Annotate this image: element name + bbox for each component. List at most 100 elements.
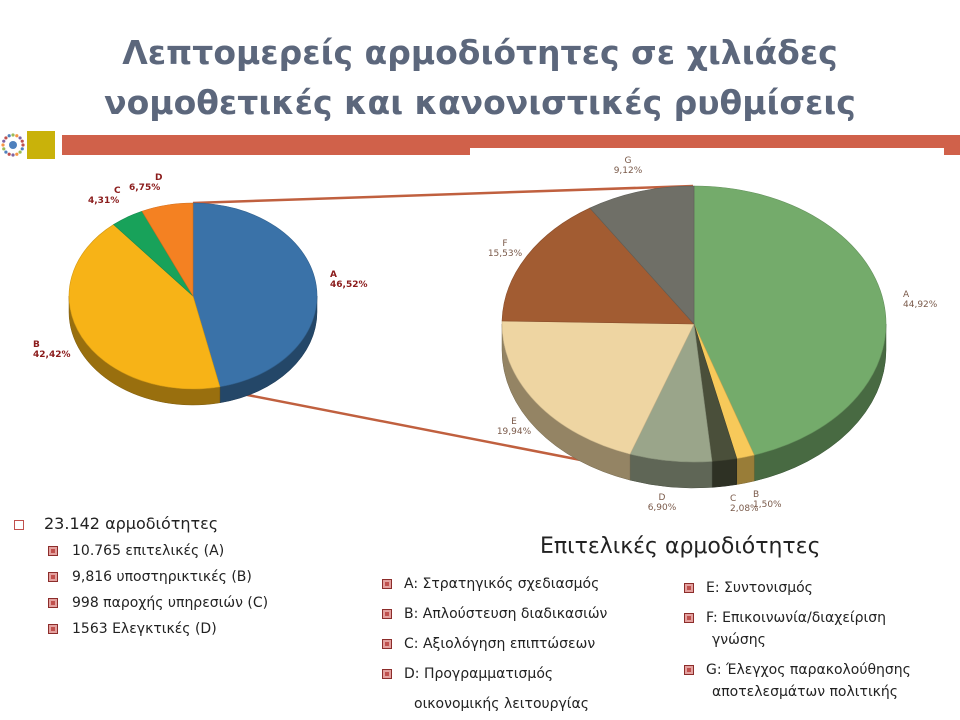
slice-value-G: 9,12% [614, 166, 643, 176]
sunburst-dot [7, 134, 11, 138]
legend-text-cont: οικονομικής λειτουργίας [414, 696, 589, 712]
sunburst-dot [20, 139, 24, 143]
header-decoration [1, 131, 960, 159]
sunburst-dot [11, 153, 15, 157]
summary-total: 23.142 αρμοδιότητες [14, 514, 218, 533]
legend-item: B: Απλούστευση διαδικασιών [382, 602, 607, 626]
chart-subtitle: Επιτελικές αρμοδιότητες [540, 534, 821, 559]
slice-value-C: 4,31% [88, 196, 119, 206]
bullet-icon [382, 639, 392, 649]
summary-item: 1563 Ελεγκτικές (D) [48, 621, 217, 637]
slice-label-A: A [903, 290, 910, 300]
pie-group: A46,52% B42,42% C4,31% D6,75% [33, 173, 368, 406]
sunburst-dot [4, 150, 8, 154]
legend-text: F: Επικοινωνία/διαχείριση [706, 610, 887, 626]
pie-side-B [736, 454, 755, 485]
legend-text: G: Έλεγχος παρακολούθησης [706, 662, 911, 678]
slice-value-B: 1,50% [753, 500, 782, 510]
slice-label-B: B [33, 340, 40, 350]
legend-text: C: Αξιολόγηση επιπτώσεων [404, 636, 596, 652]
sunburst-dot [21, 143, 25, 147]
summary-item: 9,816 υποστηρικτικές (B) [48, 569, 252, 585]
title-line-2: νομοθετικές και κανονιστικές ρυθμίσεις [104, 83, 856, 122]
sunburst-center [9, 141, 17, 149]
sunburst-dot [1, 143, 5, 147]
slice-label-E: E [511, 417, 517, 427]
accent-square [27, 131, 55, 159]
pie-side-C [711, 458, 738, 488]
legend-item: A: Στρατηγικός σχεδιασμός [382, 572, 599, 596]
pie-slice-G [589, 185, 695, 325]
slice-label-G: G [625, 156, 632, 166]
bullet-open-icon [14, 519, 24, 530]
sunburst-dot [7, 152, 11, 156]
bullet-icon [48, 546, 58, 556]
slice-label-C: C [114, 186, 121, 196]
summary-item-text: 9,816 υποστηρικτικές (B) [72, 569, 252, 585]
title-line-1: Λεπτομερείς αρμοδιότητες σε χιλιάδες [122, 33, 838, 72]
bullet-icon [684, 665, 694, 675]
slice-label-D: D [659, 493, 666, 503]
slice-label-F: F [502, 239, 507, 249]
connector-line-top [192, 184, 694, 205]
summary-item-text: 1563 Ελεγκτικές (D) [72, 621, 217, 637]
summary-item-text: 10.765 επιτελικές (A) [72, 543, 225, 559]
legend-item: E: Συντονισμός [684, 576, 813, 600]
slice-value-C: 2,08% [730, 504, 759, 514]
slice-value-A: 44,92% [903, 300, 938, 310]
summary-item-text: 998 παροχής υπηρεσιών (C) [72, 595, 269, 611]
bullet-icon [382, 669, 392, 679]
sunburst-dot [15, 134, 19, 138]
pie-group: A44,92% B1,50% C2,08% D6,90% E19,94% F15,53% G… [488, 156, 938, 514]
bullet-icon [382, 579, 392, 589]
bullet-icon [48, 624, 58, 634]
slice-value-D: 6,75% [129, 183, 160, 193]
legend-text-cont: γνώσης [712, 632, 766, 648]
slice-value-D: 6,90% [648, 503, 677, 513]
legend-text: E: Συντονισμός [706, 580, 813, 596]
sunburst-dot [11, 133, 15, 137]
sunburst-dot [2, 139, 6, 143]
pie-slice-F [501, 207, 695, 325]
sunburst-dot [18, 136, 22, 140]
bullet-icon [382, 609, 392, 619]
summary-item: 998 παροχής υπηρεσιών (C) [48, 595, 268, 611]
pie-slice-B [68, 224, 221, 390]
sunburst-dot [18, 150, 22, 154]
slice-label-D: D [155, 173, 162, 183]
legend-text: B: Απλούστευση διαδικασιών [404, 606, 608, 622]
slice-value-A: 46,52% [330, 280, 368, 290]
legend-text-cont: αποτελεσμάτων πολιτικής [712, 684, 899, 700]
legend-item: D: Προγραμματισμός [382, 662, 553, 686]
sunburst-logo-icon [1, 133, 25, 157]
legend-item: C: Αξιολόγηση επιπτώσεων [382, 632, 595, 656]
summary-item: 10.765 επιτελικές (A) [48, 543, 224, 559]
slice-value-F: 15,53% [488, 249, 523, 259]
slice-value-E: 19,94% [497, 427, 532, 437]
legend-item: G: Έλεγχος παρακολούθησης [684, 658, 911, 682]
pie-slice-E [501, 320, 695, 455]
pie-slice-A [693, 185, 887, 456]
sunburst-dot [20, 147, 24, 151]
sunburst-dot [2, 147, 6, 151]
summary-total-text: 23.142 αρμοδιότητες [44, 514, 219, 533]
bullet-icon [48, 598, 58, 608]
bullet-icon [684, 583, 694, 593]
connector-line-bottom [221, 388, 633, 472]
slide-title: Λεπτομερείς αρμοδιότητες σε χιλιάδες νομ… [0, 28, 960, 128]
legend-text: D: Προγραμματισμός [404, 666, 554, 682]
pie-slice-D [141, 202, 194, 298]
slice-label-B: B [753, 490, 759, 500]
legend-item: F: Επικοινωνία/διαχείριση [684, 606, 886, 630]
accent-bar-gap [470, 148, 944, 158]
bullet-icon [684, 613, 694, 623]
slice-label-A: A [330, 270, 337, 280]
sunburst-dot [15, 152, 19, 156]
slice-value-B: 42,42% [33, 350, 71, 360]
sunburst-dot [4, 136, 8, 140]
pie-slice-A [192, 202, 318, 388]
slice-label-C: C [730, 494, 736, 504]
legend-text: A: Στρατηγικός σχεδιασμός [404, 576, 600, 592]
bullet-icon [48, 572, 58, 582]
